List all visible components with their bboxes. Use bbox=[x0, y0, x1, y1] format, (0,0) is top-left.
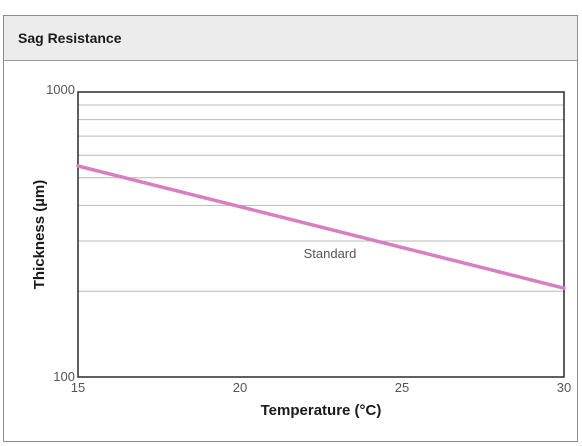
x-tick-label: 15 bbox=[71, 380, 85, 395]
y-axis-label: Thickness (µm) bbox=[31, 180, 48, 290]
axis-ticks: 15 20 25 30 1000 100 bbox=[46, 82, 571, 395]
x-tick-label: 30 bbox=[557, 380, 571, 395]
chart-panel: Sag Resistance bbox=[3, 15, 578, 442]
series-label: Standard bbox=[304, 246, 357, 261]
plot-area bbox=[77, 91, 565, 378]
grid-lines bbox=[78, 104, 564, 292]
y-tick-label: 100 bbox=[53, 369, 75, 384]
series-layer: Standard bbox=[76, 164, 566, 290]
x-axis-label: Temperature (°C) bbox=[261, 402, 382, 419]
series-line bbox=[76, 164, 566, 290]
y-tick-label: 1000 bbox=[46, 82, 75, 97]
panel-title: Sag Resistance bbox=[18, 30, 122, 46]
x-tick-label: 25 bbox=[395, 380, 409, 395]
panel-header: Sag Resistance bbox=[4, 16, 577, 61]
x-tick-label: 20 bbox=[233, 380, 247, 395]
